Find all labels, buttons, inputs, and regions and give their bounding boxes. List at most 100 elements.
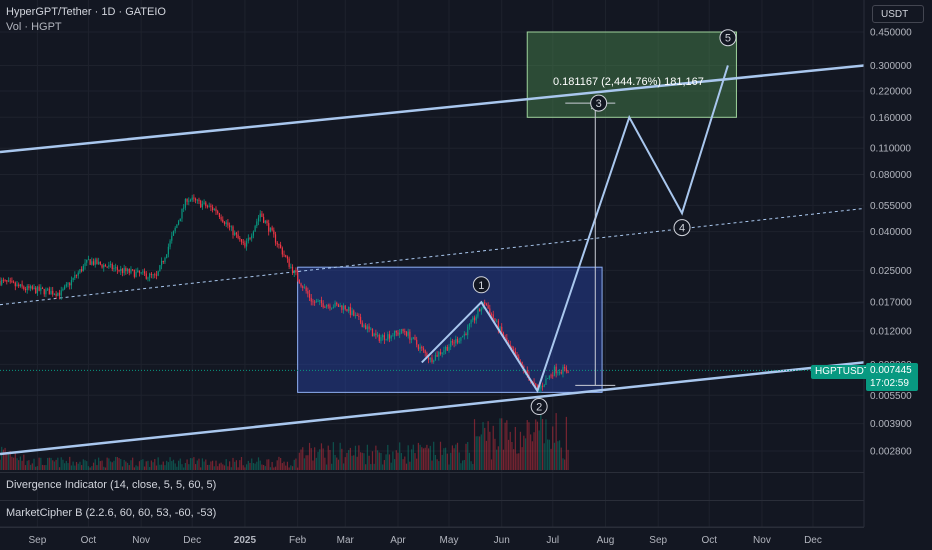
volume-bar [560,447,562,470]
volume-bar [220,462,222,470]
wave-label-circle [530,398,548,416]
volume-bar [308,442,311,470]
price-tick-label: 0.300000 [870,61,912,72]
candle-body [513,349,515,351]
price-tick-label: 0.160000 [870,113,912,124]
candle-body [152,274,154,276]
candle-body [205,202,207,207]
volume-bar [106,457,108,470]
volume-bar [327,445,329,470]
candle-body [484,302,486,304]
volume-bar [274,466,277,470]
volume-bar [254,463,256,470]
volume-bar [33,458,35,470]
volume-bar [427,448,430,470]
volume-legend[interactable]: Vol · HGPT [6,21,62,33]
volume-bar [50,457,52,470]
candle-body [388,334,391,339]
candle-body [501,326,503,333]
last-price-value: 0.007445 [870,365,912,376]
pane-separator[interactable] [0,527,864,528]
volume-bar [230,467,232,470]
candle-body [183,207,185,209]
volume-bar [149,467,151,470]
symbol-title[interactable]: HyperGPT/Tether · 1D · GATEIO [6,6,166,18]
indicator-marketcipher-label[interactable]: MarketCipher B (2.2.6, 60, 60, 53, -60, … [6,507,217,519]
volume-bar [383,460,385,470]
candle-body [479,309,481,312]
candle-body [101,264,103,268]
candle-body [21,284,23,287]
candle-body [142,271,144,273]
volume-bar [433,441,435,470]
candle-body [550,375,552,377]
volume-bar [436,459,438,470]
candle-body [261,213,263,217]
candle-body [443,350,445,353]
candle-body [315,301,317,303]
volume-bar [434,454,437,470]
candle-body [125,268,127,272]
candle-body [468,323,471,327]
volume-bar [371,451,374,470]
volume-bar [223,465,226,470]
volume-bar [252,463,255,470]
volume-bar [479,436,481,470]
candle-body [111,264,113,270]
candle-body [535,383,537,386]
candle-body [109,264,112,265]
candle-body [26,286,28,291]
volume-bar [240,457,243,470]
candle-body [145,273,147,279]
currency-button[interactable]: USDT [872,5,924,23]
volume-bar [137,466,139,470]
measure-label: 0.181167 (2,444.76%) 181,167 [553,76,704,88]
pane-separator[interactable] [0,500,864,501]
candle-body [436,354,438,357]
volume-bar [38,457,40,470]
volume-bar [157,457,159,470]
candle-body [283,254,285,256]
candle-body [23,286,25,290]
volume-bar [186,459,188,470]
volume-bar [1,446,3,470]
volume-bar [276,460,278,470]
volume-bar [208,464,210,470]
candle-body [365,325,367,330]
candle-body [18,284,20,287]
candle-body [47,288,49,290]
candle-body [237,234,239,239]
candle-body [82,265,84,272]
candle-body [225,222,227,224]
volume-bar [424,447,426,470]
candle-body [147,277,149,279]
indicator-divergence-label[interactable]: Divergence Indicator (14, close, 5, 5, 6… [6,479,217,491]
candle-body [264,220,266,223]
volume-bar [130,460,132,470]
volume-bar [188,464,190,470]
candle-body [65,284,67,287]
drawing-boxes [297,31,737,393]
candle-body [422,348,425,351]
volume-bar [550,448,552,470]
last-price-tag: 0.007445 17:02:59 [866,363,918,391]
candle-body [555,366,557,374]
candle-body [463,333,465,337]
price-tick-label: 0.003900 [870,419,912,430]
volume-bar [303,458,306,470]
candle-body [79,269,81,273]
volume-bar [201,458,203,470]
pane-separator[interactable] [0,472,864,473]
volume-bar [380,453,382,470]
volume-bar [82,459,84,470]
time-axis: Sep Oct Nov Dec 2025 Feb Mar Apr May Jun Jul Aug Sep… [0,526,864,546]
price-tick-label: 0.005500 [870,391,912,402]
candle-body [235,232,238,235]
candle-body [317,301,319,302]
volume-bar [314,447,316,470]
candle-body [504,337,506,339]
volume-bar [269,467,272,470]
candle-body [448,346,450,351]
volume-bar [485,440,488,470]
